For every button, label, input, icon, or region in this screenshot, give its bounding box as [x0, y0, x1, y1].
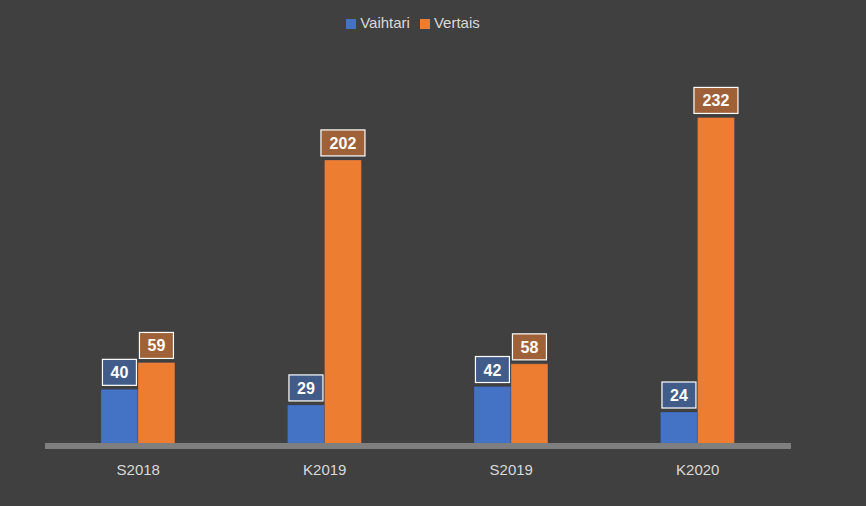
- svg-text:K2019: K2019: [303, 461, 346, 478]
- html-text:Vertais: Vertais: [433, 14, 480, 31]
- svg-text:40: 40: [111, 364, 129, 381]
- svg-text:232: 232: [703, 92, 730, 109]
- svg-text:S2018: S2018: [117, 461, 160, 478]
- svg-text:202: 202: [330, 135, 357, 152]
- svg-text:K2020: K2020: [676, 461, 719, 478]
- svg-text:S2019: S2019: [490, 461, 533, 478]
- html-text:Vaihtari: Vaihtari: [360, 14, 410, 31]
- svg-text:24: 24: [670, 387, 688, 404]
- svg-text:59: 59: [148, 337, 166, 354]
- svg-text:42: 42: [484, 362, 502, 379]
- svg-text:58: 58: [521, 339, 539, 356]
- svg-text:29: 29: [297, 380, 315, 397]
